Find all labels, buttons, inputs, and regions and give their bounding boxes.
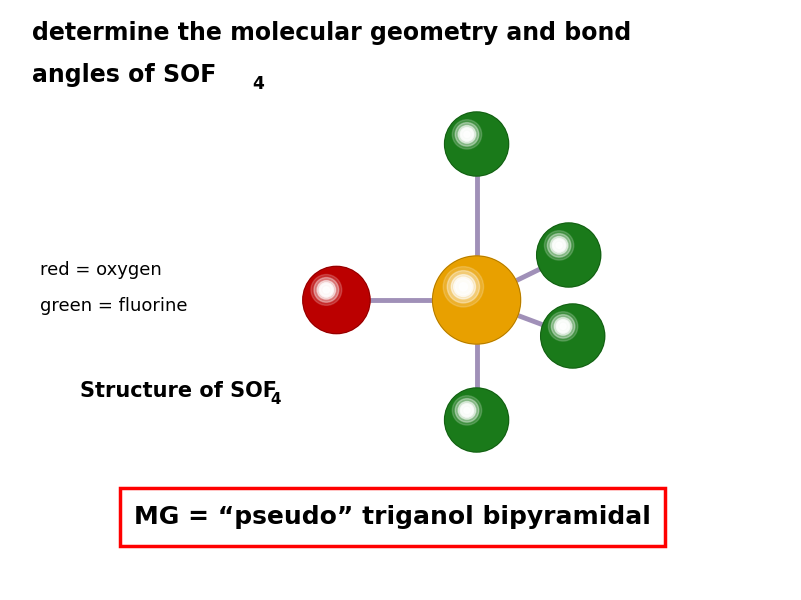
Ellipse shape xyxy=(453,277,473,296)
Ellipse shape xyxy=(447,271,480,303)
Ellipse shape xyxy=(549,312,578,341)
Ellipse shape xyxy=(557,320,569,332)
Ellipse shape xyxy=(455,279,472,295)
Ellipse shape xyxy=(445,388,509,452)
Ellipse shape xyxy=(453,396,481,425)
Ellipse shape xyxy=(324,287,329,293)
Ellipse shape xyxy=(461,404,473,416)
Ellipse shape xyxy=(455,122,479,146)
Ellipse shape xyxy=(445,112,509,176)
Ellipse shape xyxy=(311,274,342,305)
Ellipse shape xyxy=(545,231,574,260)
Ellipse shape xyxy=(547,233,571,257)
Ellipse shape xyxy=(459,283,468,291)
Text: 4: 4 xyxy=(270,392,280,407)
Ellipse shape xyxy=(550,236,568,254)
Ellipse shape xyxy=(556,242,562,248)
Text: red = oxygen: red = oxygen xyxy=(40,261,162,279)
Ellipse shape xyxy=(460,403,474,418)
Ellipse shape xyxy=(443,266,484,307)
FancyBboxPatch shape xyxy=(120,488,665,546)
Ellipse shape xyxy=(458,125,476,143)
Ellipse shape xyxy=(460,127,474,142)
Ellipse shape xyxy=(560,323,566,329)
Ellipse shape xyxy=(319,283,334,298)
Ellipse shape xyxy=(451,275,476,299)
Ellipse shape xyxy=(553,239,565,251)
Ellipse shape xyxy=(314,278,339,302)
Ellipse shape xyxy=(317,281,336,299)
Ellipse shape xyxy=(537,223,601,287)
Ellipse shape xyxy=(455,398,479,422)
Ellipse shape xyxy=(453,120,481,149)
Ellipse shape xyxy=(433,256,521,344)
Ellipse shape xyxy=(541,304,605,368)
Ellipse shape xyxy=(303,266,370,334)
Text: 4: 4 xyxy=(252,75,264,93)
Ellipse shape xyxy=(464,407,470,413)
Ellipse shape xyxy=(461,128,473,140)
Ellipse shape xyxy=(556,319,570,334)
Ellipse shape xyxy=(458,401,476,419)
Text: green = fluorine: green = fluorine xyxy=(40,297,187,315)
Ellipse shape xyxy=(554,317,572,335)
Text: MG = “pseudo” triganol bipyramidal: MG = “pseudo” triganol bipyramidal xyxy=(134,505,651,529)
Ellipse shape xyxy=(551,314,575,338)
Ellipse shape xyxy=(552,238,566,253)
Ellipse shape xyxy=(464,131,470,137)
Text: angles of SOF: angles of SOF xyxy=(32,63,216,87)
Ellipse shape xyxy=(320,284,332,296)
Text: determine the molecular geometry and bond: determine the molecular geometry and bon… xyxy=(32,21,631,45)
Text: Structure of SOF: Structure of SOF xyxy=(80,381,277,401)
